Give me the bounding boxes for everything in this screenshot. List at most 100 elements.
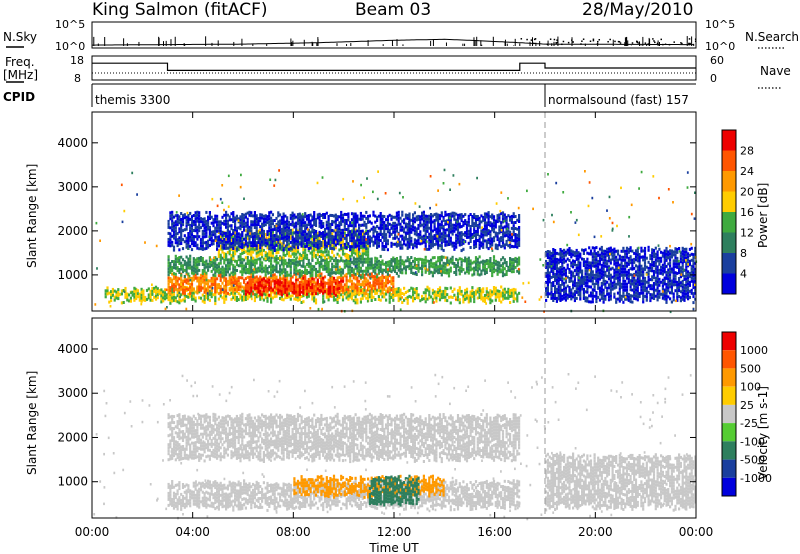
range-cell: [304, 230, 307, 234]
range-cell: [248, 249, 251, 253]
range-cell: [361, 252, 364, 256]
range-cell: [208, 214, 211, 217]
range-cell: [390, 264, 393, 268]
range-cell: [336, 268, 339, 272]
range-cell: [340, 237, 343, 241]
range-cell: [235, 226, 238, 230]
range-cell: [494, 289, 497, 293]
range-cell: [332, 285, 336, 289]
range-cell: [458, 272, 461, 276]
range-cell: [203, 241, 206, 245]
range-cell: [325, 295, 328, 299]
range-cell: [243, 292, 246, 296]
range-cell: [356, 257, 359, 261]
range-cell: [446, 259, 449, 263]
range-cell: [277, 226, 280, 230]
range-cell: [307, 223, 310, 226]
range-cell: [356, 276, 359, 280]
range-cell: [295, 233, 298, 237]
range-cell: [413, 266, 416, 270]
range-cell: [307, 235, 310, 238]
range-cell: [296, 272, 300, 276]
range-cell: [403, 298, 406, 302]
range-cell: [456, 298, 460, 302]
range-cell: [332, 265, 336, 269]
range-cell: [252, 232, 255, 236]
range-cell: [212, 224, 215, 228]
range-cell: [437, 259, 440, 263]
range-cell: [449, 266, 452, 270]
range-cell: [367, 229, 370, 233]
range-cell: [331, 278, 334, 282]
range-cell: [343, 212, 346, 216]
range-cell: [205, 259, 208, 263]
nsearch-point: [668, 43, 671, 46]
range-cell: [305, 292, 309, 296]
range-cell: [447, 274, 451, 278]
range-cell: [363, 282, 366, 286]
range-cell: [359, 283, 362, 287]
range-cell: [223, 297, 226, 301]
range-cell: [286, 216, 289, 220]
range-cell: [474, 236, 478, 239]
range-cell: [176, 291, 179, 295]
range-cell: [304, 233, 307, 237]
range-cell: [410, 265, 413, 268]
range-cell: [210, 233, 213, 237]
range-cell: [165, 293, 168, 297]
range-cell: [169, 241, 172, 245]
range-cell: [510, 235, 513, 239]
range-cell: [329, 231, 332, 235]
range-cell: [259, 213, 262, 217]
range-cell: [386, 242, 389, 246]
range-cell: [271, 246, 274, 250]
range-cell: [250, 267, 253, 271]
range-cell: [185, 215, 188, 219]
range-cell: [456, 228, 460, 232]
range-cell: [374, 226, 377, 230]
range-cell: [514, 297, 517, 301]
range-cell: [474, 242, 478, 245]
range-cell: [128, 293, 131, 297]
range-cell: [171, 278, 174, 282]
range-cell: [259, 246, 262, 250]
range-cell: [494, 295, 497, 299]
range-cell: [282, 264, 285, 268]
range-cell: [225, 264, 228, 268]
range-cell: [268, 211, 271, 215]
range-cell: [358, 290, 361, 294]
range-cell: [374, 265, 377, 269]
range-cell: [282, 290, 285, 294]
range-cell: [435, 260, 438, 264]
range-cell: [255, 261, 258, 265]
range-cell: [494, 286, 497, 290]
beam-title: Beam 03: [355, 0, 431, 20]
range-cell: [399, 240, 402, 244]
range-cell: [273, 276, 276, 280]
range-cell: [275, 275, 278, 279]
range-cell: [225, 213, 228, 217]
range-cell: [214, 274, 217, 278]
range-cell: [286, 246, 289, 250]
range-cell: [282, 221, 285, 225]
range-cell: [451, 255, 454, 259]
range-cell: [248, 287, 251, 291]
range-cell: [270, 222, 273, 226]
range-cell: [361, 293, 364, 297]
range-cell: [316, 274, 319, 278]
range-cell: [352, 248, 355, 252]
range-cell: [370, 227, 373, 231]
range-cell: [108, 300, 111, 304]
range-cell: [296, 243, 300, 247]
range-cell: [334, 246, 337, 250]
range-cell: [424, 264, 427, 268]
range-cell: [261, 234, 264, 238]
range-cell: [266, 257, 269, 261]
nsearch-point: [561, 43, 563, 46]
range-cell: [474, 292, 478, 296]
range-cell: [314, 273, 318, 277]
range-cell: [356, 242, 359, 246]
range-cell: [295, 269, 298, 273]
range-cell: [314, 275, 318, 279]
range-cell: [169, 268, 172, 271]
